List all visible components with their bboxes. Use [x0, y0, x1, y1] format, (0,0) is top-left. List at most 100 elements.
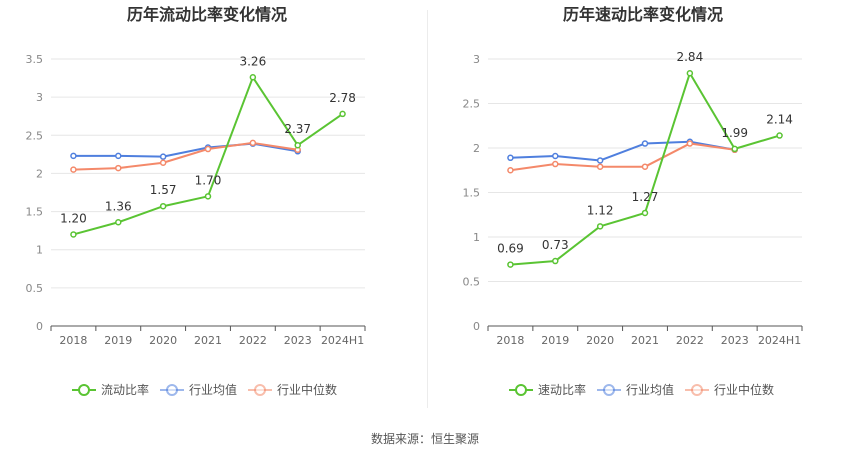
panel-divider: [427, 10, 428, 408]
y-tick-label: 1: [473, 231, 480, 244]
data-point[interactable]: [596, 223, 604, 230]
legend-item-3[interactable]: 行业中位数: [685, 382, 774, 397]
data-source-value: 恒生聚源: [431, 432, 480, 446]
data-source: 数据来源：恒生聚源: [0, 430, 850, 447]
data-label: 1.70: [195, 173, 222, 187]
series-line-3: [510, 142, 735, 172]
y-tick-label: 0: [473, 320, 480, 333]
data-point[interactable]: [339, 110, 346, 118]
y-tick-label: 3: [36, 91, 43, 104]
x-tick-label: 2020: [149, 334, 177, 347]
x-tick-label: 2020: [586, 334, 614, 347]
data-point[interactable]: [507, 154, 514, 162]
data-point[interactable]: [641, 163, 649, 170]
x-tick-label: 2022: [676, 334, 704, 347]
x-tick-label: 2018: [59, 334, 87, 347]
data-point[interactable]: [686, 69, 694, 77]
data-label: 1.12: [587, 203, 614, 217]
x-tick-label: 2021: [631, 334, 659, 347]
data-point[interactable]: [552, 160, 559, 168]
data-label: 3.26: [239, 54, 266, 68]
y-tick-label: 0: [36, 320, 43, 333]
y-tick-label: 1.5: [463, 187, 481, 200]
data-point[interactable]: [159, 202, 167, 210]
data-point[interactable]: [115, 219, 122, 226]
y-tick-label: 0.5: [26, 282, 44, 295]
chart-1: 历年流动比率变化情况 0 0.5 1 1.5 2 2.5 3 3.5 2018 2019 2020 20…: [26, 5, 366, 397]
data-point[interactable]: [115, 152, 122, 160]
data-point[interactable]: [159, 159, 167, 166]
y-tick-label: 0.5: [463, 276, 481, 289]
data-point[interactable]: [115, 164, 122, 172]
data-point[interactable]: [204, 145, 212, 153]
legend-item-1[interactable]: 流动比率: [72, 382, 149, 397]
data-point[interactable]: [249, 74, 257, 81]
data-point[interactable]: [294, 141, 301, 149]
y-tick-label: 2.5: [463, 98, 481, 111]
data-point[interactable]: [596, 157, 604, 164]
data-point[interactable]: [552, 257, 559, 265]
y-tick-label: 2.5: [26, 129, 44, 142]
legend-label: 行业中位数: [714, 382, 774, 397]
data-point[interactable]: [507, 261, 514, 268]
data-label: 2.84: [676, 50, 703, 64]
legend-label: 行业均值: [189, 382, 237, 397]
data-point[interactable]: [70, 166, 77, 173]
x-tick-label: 2019: [104, 334, 132, 347]
x-tick-label: 2024H1: [758, 334, 801, 347]
data-point[interactable]: [70, 152, 77, 160]
y-tick-label: 2: [36, 167, 43, 180]
legend-marker: [603, 384, 615, 396]
data-label: 1.27: [632, 190, 659, 204]
legend-label: 行业均值: [626, 382, 674, 397]
data-label: 2.37: [284, 122, 311, 136]
legend-label: 行业中位数: [277, 382, 337, 397]
data-point[interactable]: [641, 209, 649, 217]
data-point[interactable]: [641, 140, 649, 147]
legend-marker: [166, 384, 178, 396]
data-point[interactable]: [731, 145, 738, 153]
x-tick-label: 2023: [284, 334, 312, 347]
data-point[interactable]: [159, 153, 167, 160]
y-tick-label: 1.5: [26, 206, 44, 219]
y-tick-label: 1: [36, 244, 43, 257]
chart-title: 历年速动比率变化情况: [563, 5, 723, 24]
legend-label: 流动比率: [101, 382, 149, 397]
data-label: 1.36: [105, 199, 132, 213]
data-label: 0.69: [497, 242, 524, 256]
data-label: 1.57: [150, 183, 177, 197]
series-line-3: [73, 141, 298, 171]
data-point[interactable]: [507, 167, 514, 174]
data-point[interactable]: [70, 231, 77, 238]
legend-item-3[interactable]: 行业中位数: [248, 382, 337, 397]
data-point[interactable]: [596, 163, 604, 170]
x-tick-label: 2023: [721, 334, 749, 347]
legend-item-2[interactable]: 行业均值: [160, 382, 237, 397]
data-point[interactable]: [249, 139, 257, 147]
legend-label: 速动比率: [538, 382, 586, 397]
chart-title: 历年流动比率变化情况: [127, 5, 287, 24]
x-tick-label: 2022: [239, 334, 267, 347]
data-point[interactable]: [552, 152, 559, 160]
x-tick-label: 2021: [194, 334, 222, 347]
y-tick-label: 2: [473, 142, 480, 155]
legend-item-2[interactable]: 行业均值: [597, 382, 674, 397]
legend-marker: [691, 384, 703, 396]
legend-item-1[interactable]: 速动比率: [509, 382, 586, 397]
data-label: 2.78: [329, 91, 356, 105]
data-label: 1.99: [721, 126, 748, 140]
series-line-2: [510, 140, 735, 162]
data-point[interactable]: [204, 193, 212, 200]
data-label: 1.20: [60, 211, 87, 225]
data-source-label: 数据来源：: [370, 432, 431, 446]
legend-marker: [515, 384, 527, 396]
x-tick-label: 2018: [496, 334, 524, 347]
data-label: 2.14: [766, 113, 793, 127]
data-point[interactable]: [686, 140, 694, 147]
legend-marker: [78, 384, 90, 396]
data-point[interactable]: [776, 132, 783, 139]
data-label: 0.73: [542, 238, 569, 252]
y-tick-label: 3.5: [26, 53, 44, 66]
legend-marker: [254, 384, 266, 396]
